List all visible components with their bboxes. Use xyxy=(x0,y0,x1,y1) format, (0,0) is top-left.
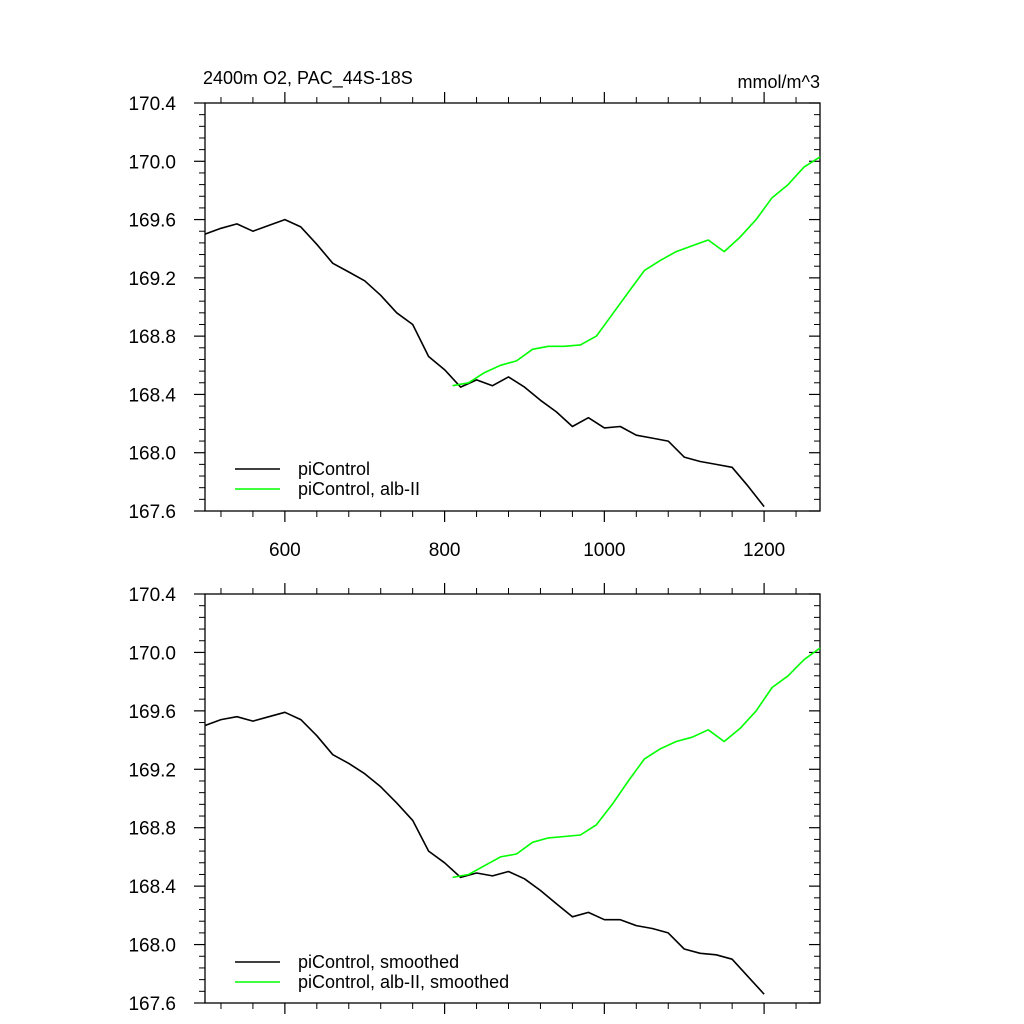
y-tick-label: 168.0 xyxy=(128,444,176,465)
y-tick-label: 168.4 xyxy=(128,877,176,898)
x-tick-label: 600 xyxy=(269,540,301,561)
chart-panel-2: 167.6 168.0 168.4 168.8 169.2 169.6 170.0 170.4… xyxy=(128,583,821,1015)
legend-label: piControl, alb-II, smoothed xyxy=(298,972,509,992)
series-line-2 xyxy=(452,647,821,879)
series-line-2 xyxy=(452,156,821,387)
y-tick-label: 170.0 xyxy=(128,643,176,664)
y-tick-label: 168.8 xyxy=(128,819,176,840)
x-tick-label: 1000 xyxy=(583,540,625,561)
y-tick-label: 169.2 xyxy=(128,269,176,290)
legend-label: piControl, smoothed xyxy=(298,952,459,972)
y-tick-label: 169.2 xyxy=(128,760,176,781)
y-tick-label: 168.0 xyxy=(128,936,176,957)
plot-frame xyxy=(204,102,821,512)
x-tick-label: 800 xyxy=(429,540,461,561)
x-tick-label: 1200 xyxy=(743,540,785,561)
legend-label: piControl xyxy=(298,459,370,479)
y-tick-label: 169.6 xyxy=(128,702,176,723)
y-tick-label: 167.6 xyxy=(128,994,176,1015)
units-label: mmol/m^3 xyxy=(738,72,820,92)
y-tick-label: 167.6 xyxy=(128,502,176,523)
y-tick-label: 170.0 xyxy=(128,152,176,173)
y-tick-label: 170.4 xyxy=(128,585,176,606)
series-line-1 xyxy=(204,711,765,995)
chart-panel-1: 167.6 168.0 168.4 168.8 169.2 169.6 170.0 170.4… xyxy=(128,92,821,561)
chart-title: 2400m O2, PAC_44S-18S xyxy=(203,68,413,89)
y-tick-label: 169.6 xyxy=(128,211,176,232)
y-tick-label: 168.4 xyxy=(128,385,176,406)
y-tick-label: 168.8 xyxy=(128,327,176,348)
series-line-1 xyxy=(204,218,765,508)
plot-frame xyxy=(204,593,821,1004)
y-tick-label: 170.4 xyxy=(128,94,176,115)
legend-label: piControl, alb-II xyxy=(298,479,420,499)
